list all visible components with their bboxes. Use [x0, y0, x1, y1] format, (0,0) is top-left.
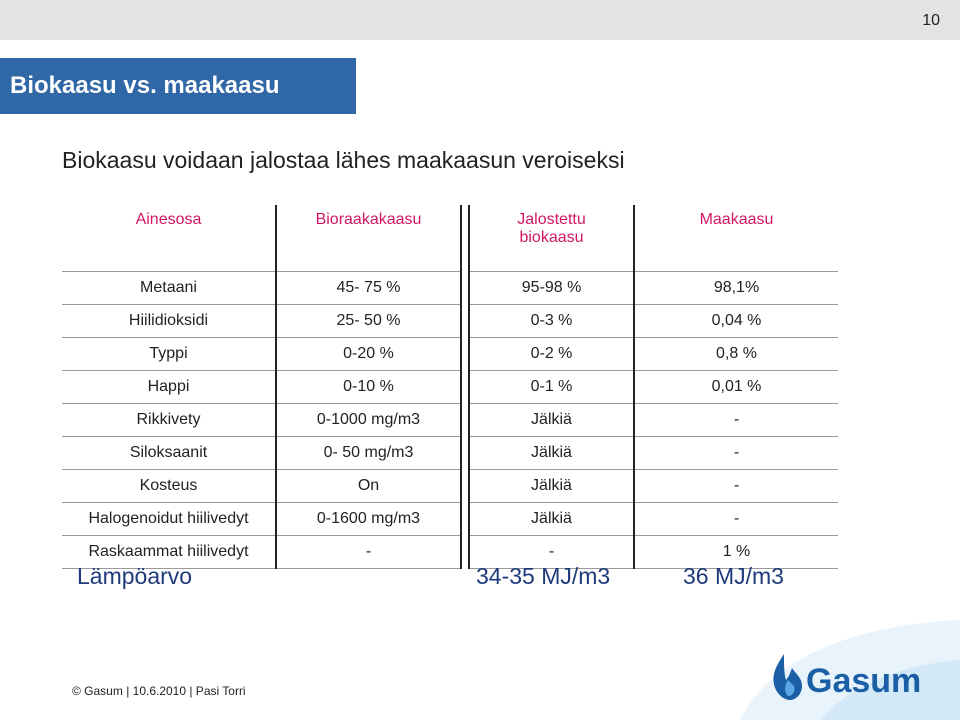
table-cell: Halogenoidut hiilivedyt — [62, 502, 277, 536]
table-cell: 95-98 % — [469, 271, 635, 305]
table-cell: Jälkiä — [469, 436, 635, 470]
table-cell: 0-20 % — [276, 337, 462, 371]
table-cell: 0-3 % — [469, 304, 635, 338]
table-cell: 1 % — [634, 535, 838, 569]
table-cell: - — [634, 403, 838, 437]
column-gap — [461, 337, 470, 371]
slide-title: Biokaasu vs. maakaasu — [10, 72, 280, 99]
table-cell: 0-1000 mg/m3 — [276, 403, 462, 437]
table-header-row: Ainesosa Bioraakakaasu Jalostettu biokaas… — [62, 205, 838, 272]
column-gap — [461, 205, 470, 272]
table-cell: Rikkivety — [62, 403, 277, 437]
header-maakaasu: Maakaasu — [699, 211, 774, 228]
header-bioraakakaasu: Bioraakakaasu — [276, 205, 462, 272]
table-cell: Metaani — [62, 271, 277, 305]
header-jalostettu-biokaasu: Jalostettu biokaasu — [469, 205, 635, 272]
table-cell: Jälkiä — [469, 502, 635, 536]
table-row: Raskaammat hiilivedyt - - 1 % — [62, 535, 838, 569]
table-row: Rikkivety 0-1000 mg/m3 Jälkiä - — [62, 403, 838, 437]
column-gap — [461, 502, 470, 536]
table-cell: 0,01 % — [634, 370, 838, 404]
gasum-flame-logo-icon: Gasum — [773, 654, 921, 700]
table-cell: 98,1% — [634, 271, 838, 305]
column-gap — [461, 370, 470, 404]
header-jalostettu-line2: biokaasu — [519, 229, 584, 246]
table-row: Hiilidioksidi 25- 50 % 0-3 % 0,04 % — [62, 304, 838, 338]
column-gap — [461, 469, 470, 503]
page-number: 10 — [922, 12, 940, 29]
summary-maakaasu: 36 MJ/m3 — [683, 563, 784, 589]
header-ainesosa: Ainesosa — [62, 205, 277, 272]
table-cell: Happi — [62, 370, 277, 404]
table-cell: 0,8 % — [634, 337, 838, 371]
summary-jalostettu: 34-35 MJ/m3 — [476, 563, 611, 589]
table-cell: On — [276, 469, 462, 503]
table-cell: Raskaammat hiilivedyt — [62, 535, 277, 569]
column-gap — [461, 436, 470, 470]
table-cell: Jälkiä — [469, 469, 635, 503]
table-cell: Kosteus — [62, 469, 277, 503]
column-gap — [461, 304, 470, 338]
table-cell: 25- 50 % — [276, 304, 462, 338]
column-gap — [461, 403, 470, 437]
table-row: Happi 0-10 % 0-1 % 0,01 % — [62, 370, 838, 404]
table-cell: - — [634, 436, 838, 470]
table-cell: 0,04 % — [634, 304, 838, 338]
table-row: Metaani 45- 75 % 95-98 % 98,1% — [62, 271, 838, 305]
title-box: Biokaasu vs. maakaasu — [0, 58, 356, 114]
column-gap — [461, 271, 470, 305]
table-row: Halogenoidut hiilivedyt 0-1600 mg/m3 Jäl… — [62, 502, 838, 536]
summary-label: Lämpöarvo — [77, 563, 193, 589]
top-bar — [0, 0, 960, 40]
table-cell: 0-2 % — [469, 337, 635, 371]
table-cell: 0-1 % — [469, 370, 635, 404]
table-row: Siloksaanit 0- 50 mg/m3 Jälkiä - — [62, 436, 838, 470]
table-cell: - — [634, 502, 838, 536]
table-cell: - — [634, 469, 838, 503]
table-cell: 0- 50 mg/m3 — [276, 436, 462, 470]
table-cell: 0-1600 mg/m3 — [276, 502, 462, 536]
table-cell: Jälkiä — [469, 403, 635, 437]
table-row: Kosteus On Jälkiä - — [62, 469, 838, 503]
table-cell: Hiilidioksidi — [62, 304, 277, 338]
table-cell: 45- 75 % — [276, 271, 462, 305]
comparison-table: Ainesosa Bioraakakaasu Jalostettu biokaas… — [62, 205, 838, 569]
table-cell: Typpi — [62, 337, 277, 371]
table-row: Typpi 0-20 % 0-2 % 0,8 % — [62, 337, 838, 371]
gasum-logo: Gasum — [770, 650, 930, 707]
column-gap — [461, 535, 470, 569]
header-jalostettu-line1: Jalostettu — [517, 211, 586, 228]
table-cell: - — [469, 535, 635, 569]
logo-text: Gasum — [806, 662, 921, 700]
table-cell: Siloksaanit — [62, 436, 277, 470]
table-cell: - — [276, 535, 462, 569]
table-cell: 0-10 % — [276, 370, 462, 404]
footer-text: © Gasum | 10.6.2010 | Pasi Torri — [72, 684, 246, 698]
slide-subtitle: Biokaasu voidaan jalostaa lähes maakaasu… — [62, 147, 625, 173]
